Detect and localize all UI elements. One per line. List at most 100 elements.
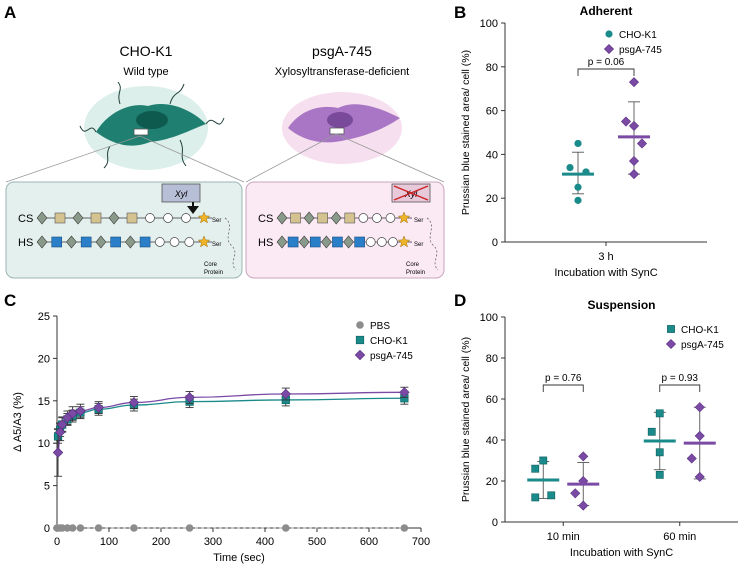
p-value-label: p = 0.93 <box>662 373 699 384</box>
data-point <box>628 77 640 88</box>
right-cs-galnac-diamond <box>276 211 288 225</box>
legend-marker <box>354 349 366 361</box>
p-bracket <box>542 384 584 392</box>
ser-label-right-1: Ser <box>414 218 423 224</box>
right-cs-galnac-diamond <box>303 211 315 225</box>
hs-label-right: HS <box>258 237 273 249</box>
data-point <box>655 409 664 418</box>
data-point <box>128 397 140 408</box>
arrow-down-icon <box>187 206 199 214</box>
data-point <box>547 491 556 500</box>
data-point <box>578 451 589 462</box>
left-cs-linker-circle <box>145 213 155 223</box>
right-hs-galnac-diamond <box>320 235 332 249</box>
data-point <box>399 387 410 398</box>
x-tick-label: 300 <box>204 536 222 548</box>
xyl-label-deleted: Xyl <box>404 189 419 199</box>
right-cs-linker-circle <box>358 213 369 223</box>
right-cs-galnac-diamond <box>330 211 342 225</box>
data-point <box>570 488 581 499</box>
data-point <box>67 408 78 419</box>
y-tick-label: 25 <box>38 311 50 323</box>
y-axis-label: Prussian blue stained area/ cell (%) <box>460 337 472 502</box>
y-tick-label: 80 <box>486 353 498 365</box>
left-hs-glcnac-square <box>80 236 92 248</box>
left-cs-sugar-square <box>54 212 66 224</box>
data-point <box>655 470 664 479</box>
y-tick-label: 60 <box>486 394 498 406</box>
data-point <box>574 139 582 148</box>
y-tick-label: 60 <box>486 106 498 118</box>
data-point <box>54 426 66 438</box>
data-point <box>628 169 640 180</box>
cell1-title: CHO-K1 <box>120 43 173 59</box>
data-point <box>63 524 72 532</box>
legend-label: CHO-K1 <box>681 325 719 336</box>
data-point <box>52 447 64 458</box>
data-point <box>531 493 540 502</box>
left-cs-galnac-diamond <box>72 211 84 225</box>
left-hs-galnac-diamond <box>95 235 107 249</box>
data-point <box>400 524 409 532</box>
left-cs-linker-circle <box>181 213 191 223</box>
data-point <box>578 500 589 511</box>
data-point <box>68 524 77 532</box>
x-tick-label: 10 min <box>547 531 580 543</box>
data-point <box>620 116 632 127</box>
xyl-label: Xyl <box>174 189 189 199</box>
right-hs-galnac-diamond <box>276 235 288 249</box>
y-tick-label: 40 <box>486 149 498 161</box>
right-hs-glcnac-square <box>332 236 343 248</box>
x-tick-label: 500 <box>308 536 326 548</box>
legend-label: psgA-745 <box>370 351 413 362</box>
x-tick-label: 400 <box>256 536 274 548</box>
y-tick-label: 20 <box>38 353 50 365</box>
protein-label-left: Protein <box>204 270 223 276</box>
data-point <box>694 402 705 413</box>
y-tick-label: 100 <box>480 312 498 324</box>
data-point <box>647 427 656 436</box>
hs-label-left: HS <box>18 237 33 249</box>
legend-marker <box>605 30 613 38</box>
data-point <box>694 430 705 441</box>
y-axis-label: Prussian blue stained area/ cell (%) <box>460 50 472 215</box>
x-axis-label: Incubation with SynC <box>554 267 657 279</box>
schematic: CHO-K1 Wild type psgA-745 Xylosyltransfe… <box>5 43 445 279</box>
y-tick-label: 80 <box>486 62 498 74</box>
cell2-title: psgA-745 <box>312 43 372 59</box>
ser-label-left-1: Ser <box>212 218 221 224</box>
data-point <box>185 524 194 532</box>
p-bracket <box>659 384 701 392</box>
data-point <box>694 471 705 482</box>
data-point <box>280 388 292 400</box>
y-tick-label: 10 <box>38 438 50 450</box>
panel-label-c: C <box>4 291 16 310</box>
p-value-label: p = 0.06 <box>588 57 625 68</box>
data-point <box>539 456 548 465</box>
x-tick-label: 200 <box>152 536 170 548</box>
left-cs-sugar-square <box>126 212 138 224</box>
legend-marker <box>667 325 675 333</box>
right-cs-sugar-square <box>290 212 301 224</box>
data-point <box>655 448 664 457</box>
data-point <box>75 405 86 417</box>
x-tick-label: 0 <box>54 536 60 548</box>
data-point <box>531 464 540 473</box>
data-point <box>574 196 582 204</box>
y-tick-label: 0 <box>492 517 498 529</box>
x-tick-label: 60 min <box>663 531 696 543</box>
y-tick-label: 0 <box>492 237 498 249</box>
panel-label-a: A <box>4 3 16 22</box>
left-hs-glcnac-square <box>51 236 63 248</box>
data-point <box>628 155 640 166</box>
panel-label-d: D <box>454 291 466 310</box>
left-cs-galnac-diamond <box>36 211 48 225</box>
legend-label: CHO-K1 <box>370 336 408 347</box>
psga-chains: Xyl CS HS Ser Ser Core Protein <box>258 183 439 276</box>
left-cs-linker-circle <box>163 213 173 223</box>
protein-label-right: Protein <box>406 270 425 276</box>
psga-745-cell <box>282 92 402 164</box>
x-tick-label: 3 h <box>598 251 613 263</box>
data-point <box>636 138 648 149</box>
